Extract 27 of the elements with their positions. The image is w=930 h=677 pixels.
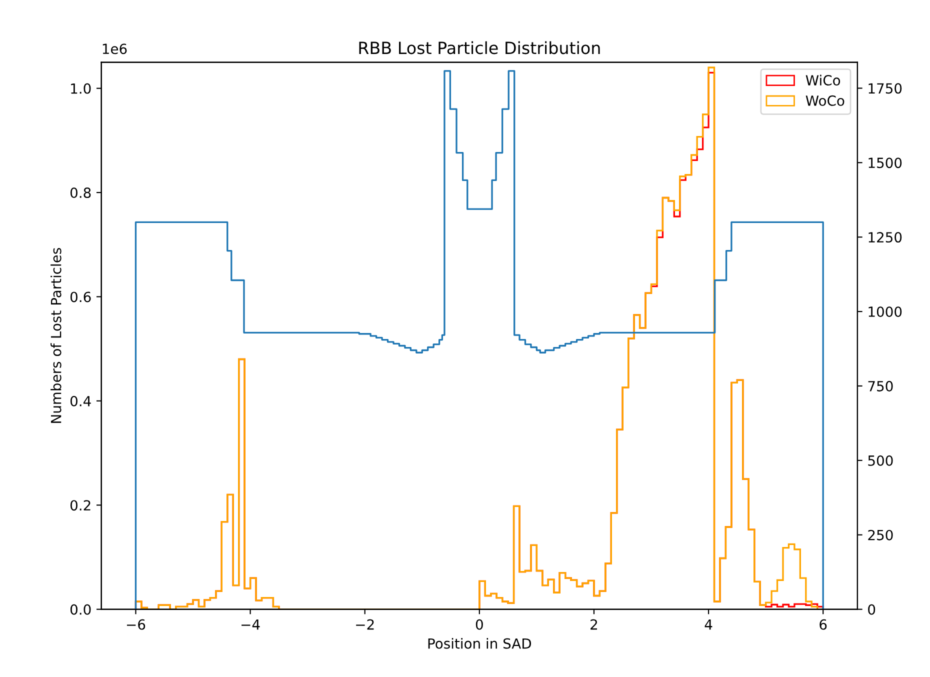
x-tick-label: −4	[242, 619, 260, 630]
y2-tick-label: 0	[868, 604, 876, 615]
y-axis-title: Numbers of Lost Particles	[50, 248, 62, 423]
y-tick-label: 1.0	[71, 83, 91, 94]
y2-tick-label: 500	[868, 455, 893, 466]
legend-label: WiCo	[806, 74, 840, 86]
y2-tick-label: 1250	[868, 232, 902, 243]
x-tick-label: 6	[820, 619, 827, 630]
x-tick-label: 4	[704, 619, 712, 630]
legend-label: WoCo	[806, 95, 844, 106]
y2-tick-label: 250	[868, 530, 893, 540]
y-tick-label: 0.2	[70, 500, 90, 511]
chart-title: RBB Lost Particle Distribution	[359, 41, 600, 54]
y-tick-label: 0.0	[70, 604, 91, 615]
x-tick-label: −6	[126, 619, 146, 630]
y2-tick-label: 750	[868, 380, 893, 392]
text: 1e6	[102, 44, 127, 54]
y-tick-label: 0.6	[70, 292, 91, 302]
x-tick-label: −2	[356, 619, 374, 630]
y2-tick-label: 1000	[868, 306, 902, 317]
y-tick-label: 0.4	[70, 396, 91, 406]
y2-tick-label: 1500	[868, 158, 902, 168]
y2-tick-label: 1750	[868, 83, 902, 94]
y-tick-label: 0.8	[70, 187, 91, 198]
x-axis-title: Position in SAD	[428, 638, 532, 649]
x-tick-label: 2	[590, 619, 597, 630]
x-tick-label: 0	[476, 619, 483, 630]
